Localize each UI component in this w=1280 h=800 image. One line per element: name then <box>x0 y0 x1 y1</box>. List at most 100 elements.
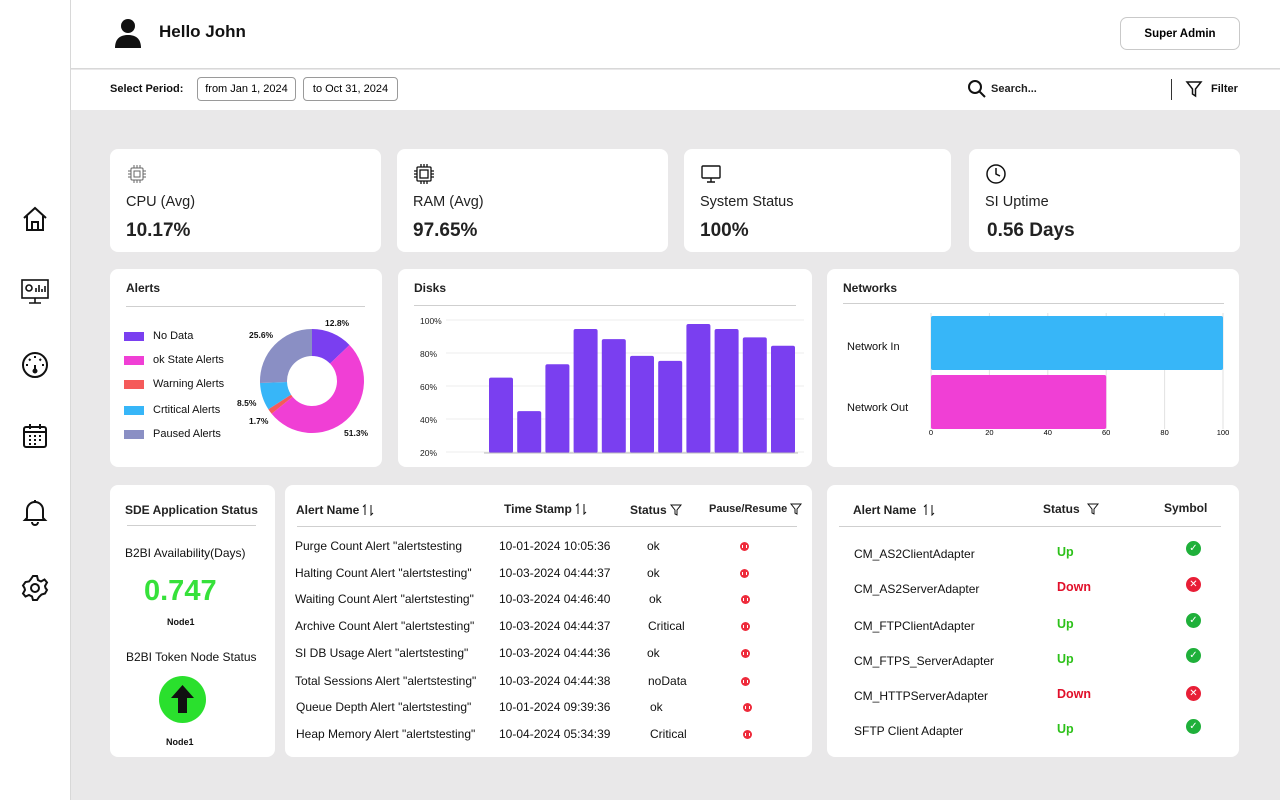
alert-name-cell: Waiting Count Alert "alertstesting" <box>295 592 474 606</box>
col-adapter-name[interactable]: Alert Name <box>853 503 935 517</box>
toolbar-divider <box>1171 79 1172 100</box>
col-pause-resume[interactable]: Pause/Resume <box>709 503 803 515</box>
pause-resume-button[interactable] <box>741 622 750 631</box>
availability-value: 0.747 <box>144 575 217 607</box>
adapter-name-cell: CM_FTPClientAdapter <box>854 619 975 633</box>
x-tick-label: 0 <box>929 428 933 435</box>
alert-name-cell: Archive Count Alert "alertstesting" <box>295 619 475 633</box>
pause-resume-button[interactable] <box>740 569 749 578</box>
col-pause-resume-label: Pause/Resume <box>709 503 788 515</box>
col-timestamp[interactable]: Time Stamp <box>504 502 587 516</box>
to-date-button[interactable]: to Oct 31, 2024 <box>303 77 398 101</box>
sort-icon <box>575 503 587 515</box>
filter-icon <box>790 503 803 515</box>
pie-slice <box>260 329 312 384</box>
legend-swatch <box>124 355 144 365</box>
x-tick-label: 40 <box>1044 428 1052 435</box>
alerts-title: Alerts <box>126 281 161 295</box>
pause-resume-button[interactable] <box>741 677 750 686</box>
search-input[interactable] <box>991 80 1161 98</box>
pause-resume-button[interactable] <box>743 730 752 739</box>
role-button[interactable]: Super Admin <box>1120 17 1240 50</box>
legend-swatch <box>124 405 144 415</box>
bell-icon[interactable] <box>19 495 51 527</box>
disks-bar-chart <box>446 319 804 454</box>
networks-title: Networks <box>843 281 898 295</box>
pause-resume-button[interactable] <box>741 595 750 604</box>
disk-bar <box>545 364 570 453</box>
networks-card: Networks Network In Network Out 0 20 40 60 8… <box>827 269 1239 467</box>
alert-table-card: Alert Name Time Stamp Status Pause/Resum… <box>285 485 812 757</box>
greeting: Hello John <box>159 22 246 41</box>
timestamp-cell: 10-03-2024 04:44:37 <box>499 619 611 633</box>
col-timestamp-label: Time Stamp <box>504 502 572 516</box>
pause-resume-button[interactable] <box>741 649 750 658</box>
legend-item: Crtitical Alerts <box>124 398 224 422</box>
network-bar <box>931 375 1107 429</box>
uptime-value: 0.56 Days <box>987 220 1075 241</box>
x-circle-icon: ✕ <box>1186 577 1201 592</box>
y-tick: 40% <box>420 415 438 425</box>
disk-bar <box>630 355 654 453</box>
monitor-icon <box>701 165 721 183</box>
adapter-name-cell: CM_AS2ServerAdapter <box>854 582 980 596</box>
legend-item: Paused Alerts <box>124 422 224 446</box>
col-adapter-status[interactable]: Status <box>1043 502 1099 516</box>
chip-icon <box>414 164 434 184</box>
disk-bar <box>489 377 513 453</box>
alerts-card: Alerts No Data ok State Alerts Warning A… <box>110 269 382 467</box>
networks-divider <box>843 303 1224 304</box>
pause-resume-button[interactable] <box>743 703 752 712</box>
check-circle-icon: ✓ <box>1186 613 1201 628</box>
alert-table-divider <box>297 526 797 527</box>
adapter-name-cell: CM_FTPS_ServerAdapter <box>854 654 995 668</box>
legend-label: Crtitical Alerts <box>153 404 221 416</box>
filter-icon <box>1185 81 1203 98</box>
col-status-label: Status <box>630 503 667 517</box>
node-label: Node1 <box>166 737 194 747</box>
cpu-value: 10.17% <box>126 220 191 241</box>
clock-icon <box>986 164 1006 184</box>
pause-resume-button[interactable] <box>740 542 749 551</box>
x-tick-label: 100 <box>1217 428 1230 435</box>
legend-label: Warning Alerts <box>153 378 225 390</box>
calendar-icon[interactable] <box>19 420 51 452</box>
x-tick-label: 60 <box>1102 428 1110 435</box>
uptime-label: SI Uptime <box>985 194 1049 210</box>
col-alert-name[interactable]: Alert Name <box>296 503 374 517</box>
adapter-status-cell: Down <box>1057 687 1092 701</box>
disk-bar <box>771 345 795 453</box>
sort-icon <box>924 504 935 516</box>
filter-icon <box>669 504 682 516</box>
col-alert-name-label: Alert Name <box>296 503 360 517</box>
col-status[interactable]: Status <box>630 503 682 517</box>
pie-slice <box>260 381 292 410</box>
pie-label-no-data: 12.8% <box>325 318 350 328</box>
speedometer-icon[interactable] <box>19 348 51 380</box>
timestamp-cell: 10-01-2024 09:39:36 <box>499 700 611 714</box>
filter-button[interactable]: Filter <box>1185 79 1238 99</box>
from-date-button[interactable]: from Jan 1, 2024 <box>197 77 296 101</box>
x-tick-label: 80 <box>1160 428 1168 435</box>
monitor-dashboard-icon[interactable] <box>19 275 51 307</box>
node-label: Node1 <box>167 617 195 627</box>
gear-icon[interactable] <box>19 572 51 604</box>
timestamp-cell: 10-03-2024 04:46:40 <box>499 592 611 606</box>
legend-label: No Data <box>153 330 194 342</box>
adapter-status-cell: Up <box>1057 722 1074 736</box>
cpu-icon <box>128 165 146 183</box>
home-icon[interactable] <box>19 203 51 235</box>
cpu-label: CPU (Avg) <box>126 194 196 210</box>
status-cell: ok <box>649 592 662 606</box>
legend-item: Warning Alerts <box>124 372 224 396</box>
period-label: Select Period: <box>110 83 184 95</box>
alert-name-cell: Halting Count Alert "alertstesting" <box>295 566 472 580</box>
availability-label: B2BI Availability(Days) <box>125 546 246 560</box>
disk-bar <box>658 360 683 453</box>
col-symbol-label: Symbol <box>1164 501 1208 515</box>
pie-slice <box>271 344 364 433</box>
status-cell: Critical <box>650 727 687 741</box>
status-cell: ok <box>650 700 663 714</box>
network-bar <box>931 316 1223 370</box>
legend-label: ok State Alerts <box>153 354 224 366</box>
